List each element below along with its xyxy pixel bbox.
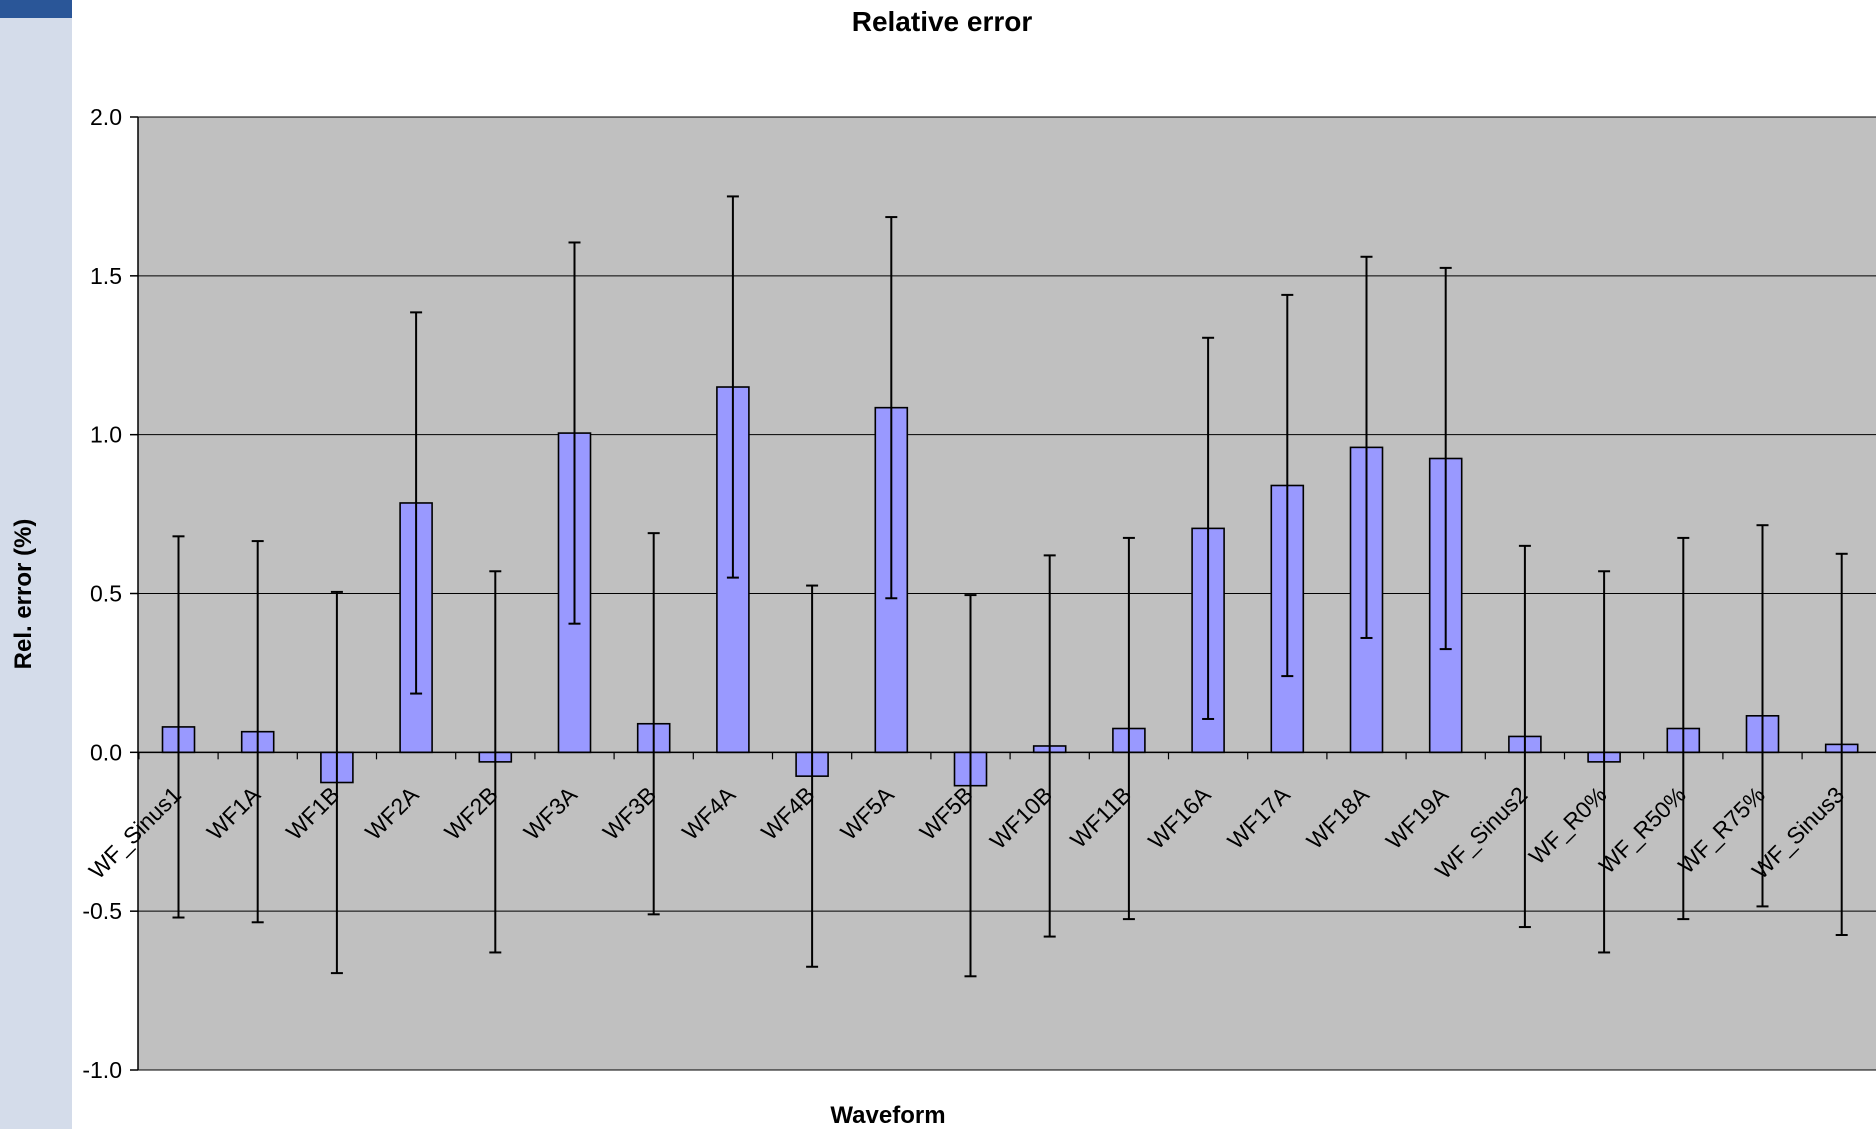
side-panel-accent <box>0 0 72 18</box>
y-tick-label: 0.0 <box>90 739 122 765</box>
y-tick-labels: -1.0 -0.5 0.0 0.5 1.0 1.5 2.0 <box>82 104 122 1083</box>
x-axis-title: Waveform <box>830 1102 945 1129</box>
y-tick-label: 1.5 <box>90 263 122 289</box>
chart-title: Relative error <box>852 6 1033 37</box>
y-tick-label: 2.0 <box>90 104 122 130</box>
error-bars <box>172 195 1848 978</box>
y-tick-label: -1.0 <box>82 1057 122 1083</box>
y-tick-label: 1.0 <box>90 422 122 448</box>
y-axis-title: Rel. error (%) <box>10 519 37 670</box>
y-tick-label: 0.5 <box>90 581 122 607</box>
axes <box>130 116 1876 1071</box>
y-tick-label: -0.5 <box>82 898 122 924</box>
side-panel-strip <box>0 0 72 1129</box>
